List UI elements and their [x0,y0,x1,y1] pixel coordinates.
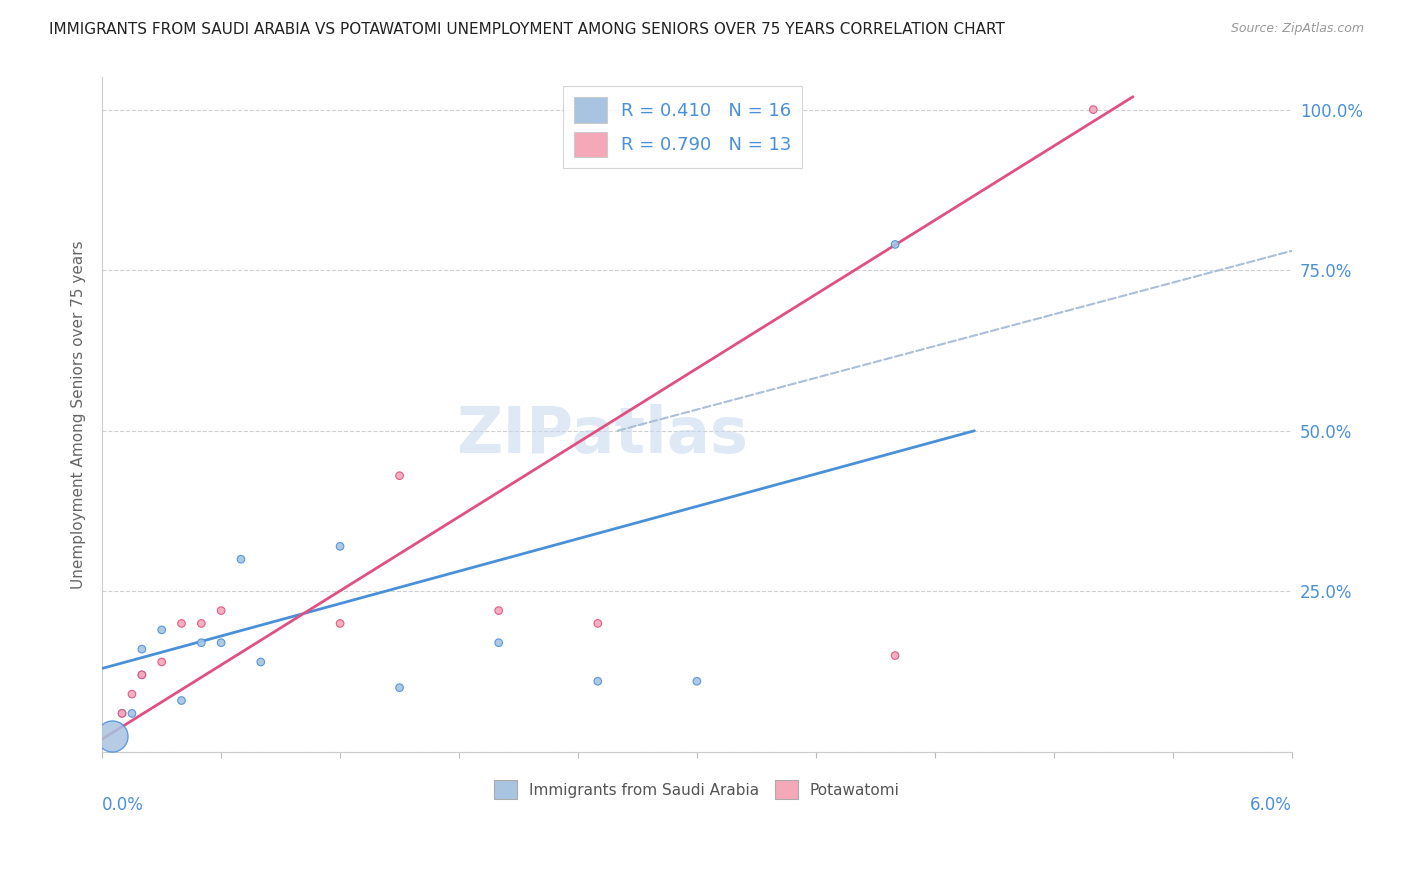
Point [686,674,709,689]
Point [388,681,411,695]
Point [131,642,153,657]
Point [488,636,510,650]
Text: 0.0%: 0.0% [103,796,143,814]
Text: IMMIGRANTS FROM SAUDI ARABIA VS POTAWATOMI UNEMPLOYMENT AMONG SENIORS OVER 75 YE: IMMIGRANTS FROM SAUDI ARABIA VS POTAWATO… [49,22,1005,37]
Point [170,693,193,707]
Point [209,604,232,618]
Y-axis label: Unemployment Among Seniors over 75 years: Unemployment Among Seniors over 75 years [72,240,86,589]
Point [150,655,173,669]
Legend: Immigrants from Saudi Arabia, Potawatomi: Immigrants from Saudi Arabia, Potawatomi [488,774,905,805]
Point [131,668,153,682]
Text: ZIPatlas: ZIPatlas [456,404,748,466]
Point [111,706,134,721]
Point [488,604,510,618]
Point [329,616,352,631]
Point [209,636,232,650]
Point [101,729,124,743]
Point [586,674,609,689]
Point [329,540,352,554]
Point [190,616,212,631]
Point [249,655,271,669]
Point [131,668,153,682]
Point [1083,103,1105,117]
Point [121,687,143,701]
Point [111,706,134,721]
Text: 6.0%: 6.0% [1250,796,1292,814]
Point [121,706,143,721]
Point [388,468,411,483]
Point [884,237,907,252]
Point [586,616,609,631]
Point [884,648,907,663]
Text: Source: ZipAtlas.com: Source: ZipAtlas.com [1230,22,1364,36]
Point [190,636,212,650]
Point [150,623,173,637]
Point [170,616,193,631]
Point [229,552,252,566]
